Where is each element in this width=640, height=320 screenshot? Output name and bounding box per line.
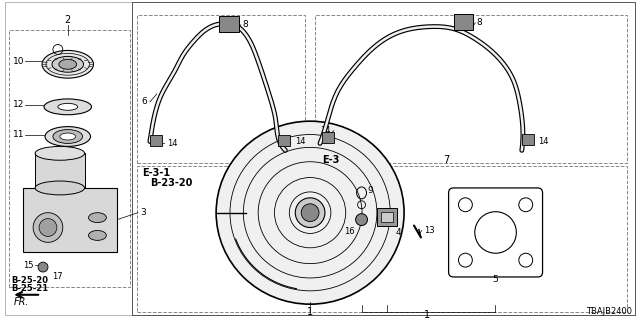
Text: FR.: FR. xyxy=(13,297,29,307)
Bar xyxy=(378,208,397,226)
Bar xyxy=(315,15,627,163)
Text: 8: 8 xyxy=(243,20,248,29)
Text: 1: 1 xyxy=(424,309,430,320)
Text: 13: 13 xyxy=(424,226,435,235)
Circle shape xyxy=(38,262,48,272)
Text: 5: 5 xyxy=(493,276,499,284)
Text: 7: 7 xyxy=(444,155,450,165)
Text: 8: 8 xyxy=(476,18,482,27)
Text: 15: 15 xyxy=(22,260,33,270)
Text: 11: 11 xyxy=(13,130,25,139)
Bar xyxy=(132,2,635,315)
Text: B-25-20: B-25-20 xyxy=(12,276,49,285)
Text: 2: 2 xyxy=(65,15,71,25)
Ellipse shape xyxy=(59,59,77,69)
Ellipse shape xyxy=(33,213,63,242)
Ellipse shape xyxy=(52,56,84,72)
Text: 4: 4 xyxy=(395,228,401,237)
Bar xyxy=(150,134,162,146)
Bar xyxy=(322,132,334,143)
FancyBboxPatch shape xyxy=(449,188,543,277)
Text: B-23-20: B-23-20 xyxy=(150,178,192,188)
Text: 1: 1 xyxy=(307,307,313,316)
Ellipse shape xyxy=(58,103,77,110)
Text: TBAJB2400: TBAJB2400 xyxy=(586,307,632,316)
Ellipse shape xyxy=(88,213,106,223)
Ellipse shape xyxy=(301,204,319,221)
Ellipse shape xyxy=(88,230,106,240)
Text: 12: 12 xyxy=(13,100,25,109)
Bar xyxy=(454,14,474,30)
Bar xyxy=(35,153,84,188)
Text: 14: 14 xyxy=(538,137,548,146)
Text: 9: 9 xyxy=(367,187,373,196)
Text: E-3: E-3 xyxy=(322,155,339,165)
Ellipse shape xyxy=(216,121,404,304)
Bar xyxy=(219,16,239,32)
Text: 10: 10 xyxy=(13,57,25,66)
Text: B-25-21: B-25-21 xyxy=(12,284,49,293)
Text: 6: 6 xyxy=(141,97,147,106)
Bar xyxy=(381,212,393,221)
Text: 3: 3 xyxy=(140,208,146,217)
Text: 14: 14 xyxy=(295,137,306,146)
Bar xyxy=(23,188,117,252)
Bar xyxy=(278,134,291,146)
Ellipse shape xyxy=(53,130,83,143)
Bar xyxy=(137,15,305,163)
Bar xyxy=(137,166,627,312)
Text: 14: 14 xyxy=(320,126,330,135)
Ellipse shape xyxy=(44,99,92,115)
Ellipse shape xyxy=(35,146,84,160)
Ellipse shape xyxy=(60,133,76,140)
Ellipse shape xyxy=(356,214,367,226)
Ellipse shape xyxy=(295,198,325,228)
Ellipse shape xyxy=(42,51,93,78)
Ellipse shape xyxy=(39,219,57,236)
Text: 14: 14 xyxy=(166,139,177,148)
Text: 16: 16 xyxy=(344,227,355,236)
Ellipse shape xyxy=(45,127,90,146)
Bar xyxy=(522,133,534,145)
Text: E-3-1: E-3-1 xyxy=(142,168,170,178)
Bar xyxy=(10,30,130,287)
Ellipse shape xyxy=(35,181,84,195)
Text: 17: 17 xyxy=(52,272,63,282)
